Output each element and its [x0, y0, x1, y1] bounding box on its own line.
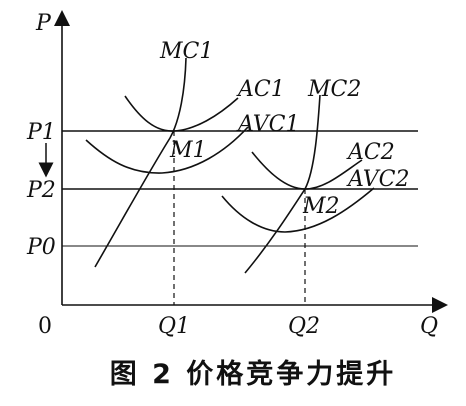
y-axis-label: P	[35, 11, 52, 36]
m1-label: M1	[169, 138, 207, 163]
m2-label: M2	[302, 194, 340, 219]
avc1-label: AVC1	[236, 112, 300, 137]
p0-label: P0	[26, 235, 56, 260]
p2-label: P2	[26, 178, 56, 203]
q1-label: Q1	[158, 314, 190, 339]
avc2-curve	[221, 187, 375, 233]
ac1-label: AC1	[236, 77, 285, 102]
mc1-curve	[94, 57, 187, 268]
mc1-label: MC1	[159, 39, 213, 64]
origin-label: 0	[38, 314, 52, 339]
figure-caption: 图 2 价格竞争力提升	[109, 359, 397, 390]
ac2-label: AC2	[346, 140, 395, 165]
avc2-label: AVC2	[346, 167, 410, 192]
x-axis-label: Q	[420, 314, 438, 339]
mc2-label: MC2	[307, 77, 361, 102]
ac1-curve	[124, 95, 239, 132]
q2-label: Q2	[288, 314, 320, 339]
p1-label: P1	[26, 120, 56, 145]
ac2-curve	[251, 151, 363, 190]
avc1-curve	[85, 126, 249, 174]
